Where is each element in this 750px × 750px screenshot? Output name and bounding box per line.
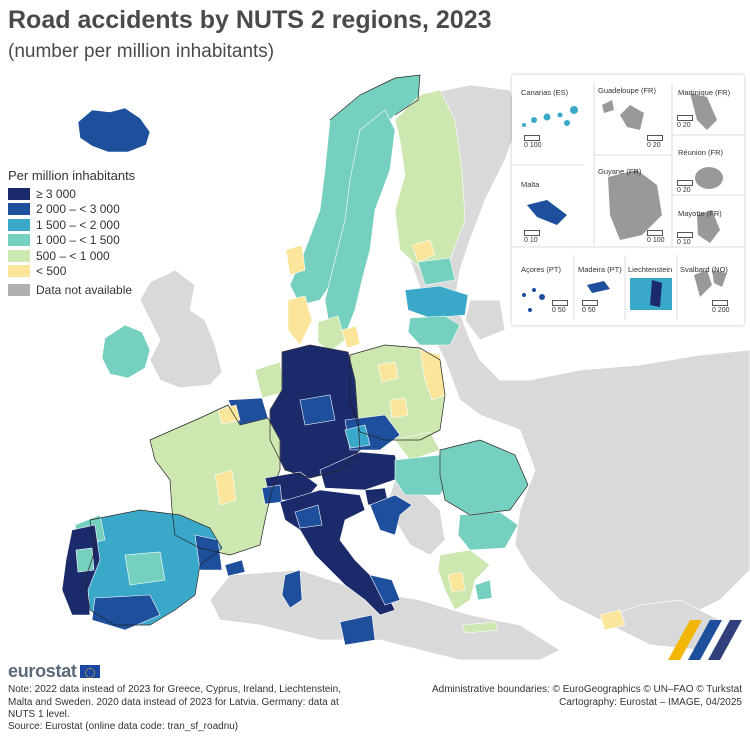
legend-label-na: Data not available (36, 283, 133, 297)
scale-bar: 0 50 (552, 300, 570, 314)
legend-item: < 500 (8, 264, 178, 280)
eurostat-logo: eurostat (8, 661, 100, 682)
legend-label: ≥ 3 000 (36, 186, 76, 201)
region-croatia (369, 494, 413, 536)
scale-label: 0 20 (677, 122, 691, 129)
region-spain (74, 509, 223, 631)
region-denmark-2 (341, 325, 361, 349)
legend-item: 1 000 – < 1 500 (8, 233, 178, 249)
scale-label: 0 50 (582, 307, 596, 314)
scale-label: 0 10 (524, 237, 538, 244)
inset-maps (512, 83, 744, 320)
legend-swatch (8, 249, 30, 262)
scale-bar: 0 20 (677, 180, 695, 194)
legend-item: 500 – < 1 000 (8, 248, 178, 264)
inset-label-mayotte: Mayotte (FR) (678, 209, 722, 218)
legend-item-na: Data not available (8, 283, 178, 297)
region-bulgaria (457, 511, 519, 551)
eurostat-corner-logo (668, 620, 742, 660)
region-sweden (324, 109, 396, 336)
region-crete (461, 621, 499, 634)
scale-bar: 0 20 (677, 115, 695, 129)
legend-swatch (8, 265, 30, 278)
region-estonia (417, 257, 456, 286)
legend: Per million inhabitants ≥ 3 000 2 000 – … (8, 168, 178, 297)
region-sardinia (281, 569, 303, 609)
footnote: Note: 2022 data instead of 2023 for Gree… (8, 684, 341, 720)
legend-item: 2 000 – < 3 000 (8, 202, 178, 218)
legend-label: < 500 (36, 264, 67, 279)
region-balearic (224, 559, 246, 577)
region-lithuania (407, 315, 461, 346)
source-note: Source: Eurostat (online data code: tran… (8, 721, 239, 732)
map-subtitle: (number per million inhabitants) (8, 41, 275, 62)
scale-bar: 0 50 (582, 300, 600, 314)
region-germany-mid (299, 394, 336, 426)
inset-panel: Canarias (ES) Guadeloupe (FR) Martinique… (512, 75, 744, 325)
scale-label: 0 100 (524, 142, 542, 149)
inset-label-guyane: Guyane (FR) (598, 167, 642, 176)
legend-swatch (8, 187, 30, 200)
region-switzerland-2 (261, 484, 283, 505)
legend-item: ≥ 3 000 (8, 186, 178, 202)
region-finland-south (411, 239, 436, 263)
map-title: Road accidents by NUTS 2 regions, 2023 (8, 6, 492, 34)
scale-bar: 0 10 (524, 230, 542, 244)
scale-label: 0 100 (647, 237, 665, 244)
scale-label: 0 20 (677, 187, 691, 194)
inset-label-guadeloupe: Guadeloupe (FR) (598, 86, 656, 95)
legend-label: 500 – < 1 000 (36, 248, 110, 263)
legend-swatch (8, 234, 30, 247)
scale-bar: 0 20 (647, 135, 665, 149)
inset-label-reunion: Réunion (FR) (678, 148, 724, 157)
cartography-credit: Cartography: Eurostat – IMAGE, 04/2025 (559, 696, 742, 708)
scale-bar: 0 10 (677, 232, 695, 246)
scale-label: 0 10 (677, 239, 691, 246)
legend-label: 1 000 – < 1 500 (36, 233, 120, 248)
legend-title: Per million inhabitants (8, 168, 136, 183)
scale-label: 0 20 (647, 142, 661, 149)
legend-item: 1 500 – < 2 000 (8, 217, 178, 233)
country-borders (84, 74, 529, 626)
admin-credits: Administrative boundaries: © EuroGeograp… (432, 684, 742, 709)
scale-bar: 0 200 (712, 300, 730, 314)
region-iceland (77, 107, 151, 153)
inset-label-acores: Açores (PT) (521, 265, 562, 274)
eu-flag-icon (79, 665, 100, 678)
inset-label-martinique: Martinique (FR) (678, 88, 731, 97)
legend-swatch (8, 218, 30, 231)
scale-bar: 0 100 (647, 230, 665, 244)
inset-label-canarias: Canarias (ES) (521, 88, 569, 97)
region-norway-south (287, 295, 313, 346)
scale-bar: 0 100 (524, 135, 542, 149)
region-ireland (101, 324, 151, 379)
inset-label-liechtenstein: Liechtenstein (628, 265, 673, 274)
region-italy-2 (294, 504, 323, 529)
inset-label-malta: Malta (521, 180, 540, 189)
region-latvia (404, 285, 469, 319)
legend-label: 2 000 – < 3 000 (36, 202, 120, 217)
region-sicily (339, 614, 376, 646)
region-italy-3 (369, 574, 401, 606)
inset-label-madeira: Madeira (PT) (578, 265, 622, 274)
admin-boundaries: Administrative boundaries: © EuroGeograp… (431, 684, 742, 695)
region-cyprus (599, 609, 626, 631)
inset-label-svalbard: Svalbard (NO) (680, 265, 728, 274)
region-denmark (317, 315, 346, 353)
eurostat-wordmark: eurostat (8, 661, 77, 681)
legend-label: 1 500 – < 2 000 (36, 217, 120, 232)
scale-label: 0 200 (712, 307, 730, 314)
region-norway-sw (285, 244, 306, 276)
scale-label: 0 50 (552, 307, 566, 314)
legend-swatch (8, 203, 30, 216)
legend-swatch-na (8, 284, 30, 296)
region-greece (437, 549, 493, 611)
